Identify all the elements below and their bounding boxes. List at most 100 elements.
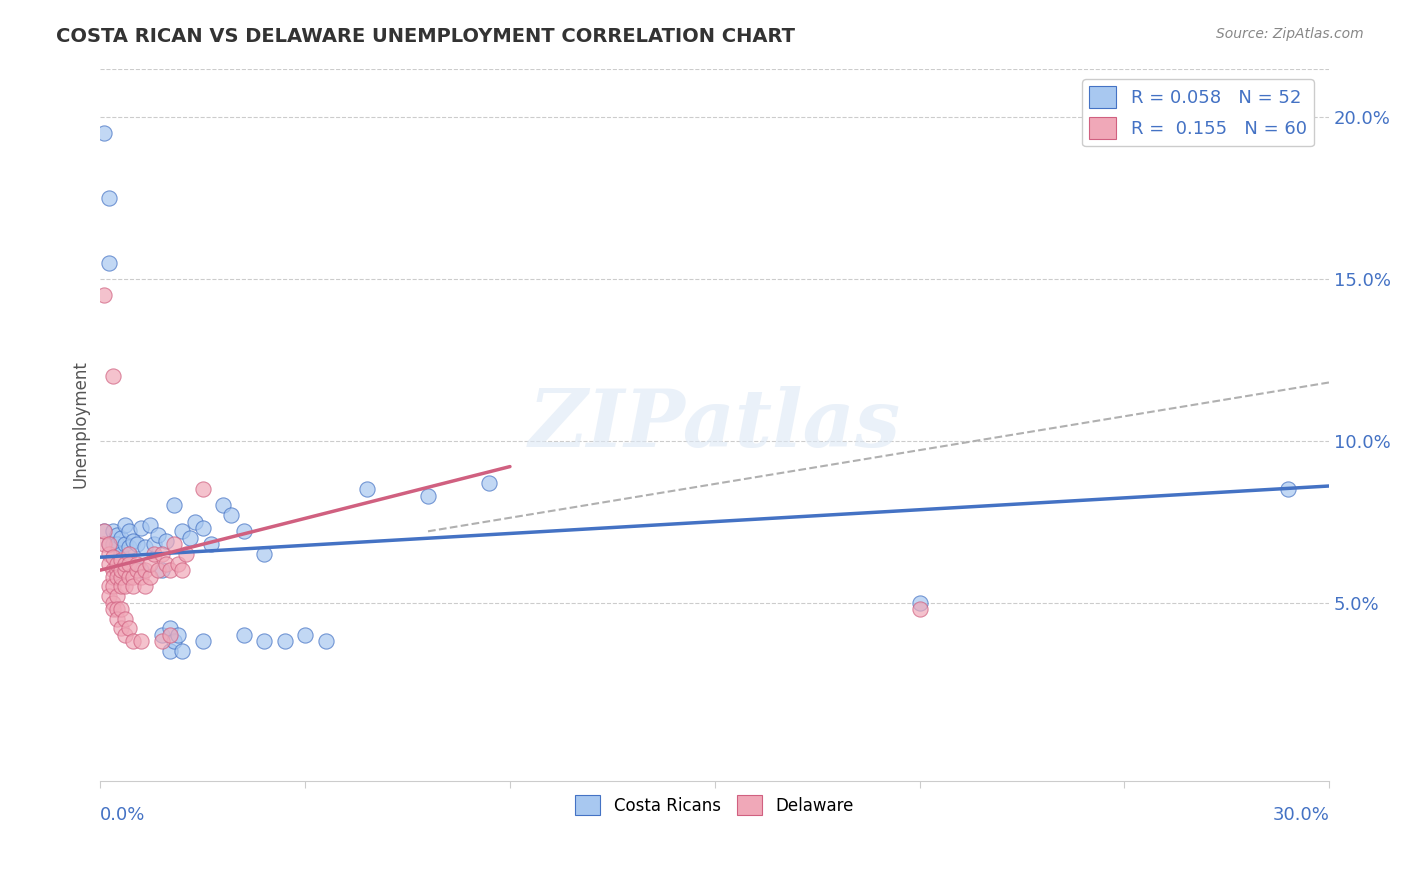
Point xyxy=(163,499,186,513)
Point xyxy=(131,634,153,648)
Point xyxy=(101,563,124,577)
Point xyxy=(101,579,124,593)
Point xyxy=(97,537,120,551)
Text: 30.0%: 30.0% xyxy=(1272,806,1329,824)
Point xyxy=(97,589,120,603)
Point xyxy=(315,634,337,648)
Point xyxy=(159,628,181,642)
Point xyxy=(118,547,141,561)
Point xyxy=(93,524,115,539)
Point xyxy=(294,628,316,642)
Point xyxy=(122,569,145,583)
Point xyxy=(163,634,186,648)
Point xyxy=(101,537,124,551)
Text: ZIPatlas: ZIPatlas xyxy=(529,385,901,463)
Point xyxy=(150,563,173,577)
Point xyxy=(114,537,136,551)
Point xyxy=(191,634,214,648)
Point xyxy=(110,569,132,583)
Point xyxy=(167,628,190,642)
Point xyxy=(122,634,145,648)
Point xyxy=(138,569,160,583)
Point xyxy=(118,621,141,635)
Point xyxy=(114,612,136,626)
Point xyxy=(127,537,149,551)
Point xyxy=(97,256,120,270)
Point xyxy=(101,524,124,539)
Point xyxy=(134,541,156,555)
Point xyxy=(110,563,132,577)
Y-axis label: Unemployment: Unemployment xyxy=(72,360,89,489)
Point xyxy=(93,288,115,302)
Point xyxy=(101,602,124,616)
Point xyxy=(150,634,173,648)
Point xyxy=(122,579,145,593)
Point xyxy=(163,537,186,551)
Point xyxy=(97,537,120,551)
Point xyxy=(110,547,132,561)
Point xyxy=(146,527,169,541)
Point xyxy=(97,547,120,561)
Point xyxy=(118,541,141,555)
Point xyxy=(142,537,165,551)
Point xyxy=(97,557,120,571)
Point xyxy=(105,563,128,577)
Point xyxy=(118,557,141,571)
Point xyxy=(200,537,222,551)
Point xyxy=(131,569,153,583)
Point xyxy=(105,557,128,571)
Point xyxy=(155,534,177,549)
Point xyxy=(191,521,214,535)
Point xyxy=(356,482,378,496)
Text: COSTA RICAN VS DELAWARE UNEMPLOYMENT CORRELATION CHART: COSTA RICAN VS DELAWARE UNEMPLOYMENT COR… xyxy=(56,27,796,45)
Point xyxy=(105,527,128,541)
Point xyxy=(155,557,177,571)
Point xyxy=(131,563,153,577)
Point xyxy=(93,524,115,539)
Point xyxy=(191,482,214,496)
Point xyxy=(159,563,181,577)
Point xyxy=(159,621,181,635)
Legend: Costa Ricans, Delaware: Costa Ricans, Delaware xyxy=(568,789,860,822)
Point xyxy=(114,517,136,532)
Point xyxy=(908,595,931,609)
Point xyxy=(172,563,194,577)
Point xyxy=(142,547,165,561)
Point xyxy=(172,644,194,658)
Point xyxy=(478,475,501,490)
Point xyxy=(176,547,198,561)
Point xyxy=(127,557,149,571)
Point xyxy=(150,628,173,642)
Point xyxy=(253,547,276,561)
Text: Source: ZipAtlas.com: Source: ZipAtlas.com xyxy=(1216,27,1364,41)
Point xyxy=(134,563,156,577)
Point xyxy=(122,534,145,549)
Point xyxy=(93,126,115,140)
Point xyxy=(179,531,201,545)
Point xyxy=(93,537,115,551)
Point xyxy=(212,499,235,513)
Point xyxy=(101,550,124,565)
Point xyxy=(127,563,149,577)
Point xyxy=(105,612,128,626)
Point xyxy=(110,602,132,616)
Point xyxy=(146,563,169,577)
Point xyxy=(118,569,141,583)
Point xyxy=(114,579,136,593)
Point xyxy=(232,524,254,539)
Point xyxy=(105,589,128,603)
Point xyxy=(167,557,190,571)
Point xyxy=(97,191,120,205)
Point xyxy=(97,579,120,593)
Point xyxy=(183,515,205,529)
Point xyxy=(118,524,141,539)
Point xyxy=(114,557,136,571)
Point xyxy=(110,579,132,593)
Point xyxy=(159,644,181,658)
Point xyxy=(172,524,194,539)
Point xyxy=(114,628,136,642)
Point xyxy=(110,531,132,545)
Point xyxy=(101,595,124,609)
Point xyxy=(416,489,439,503)
Point xyxy=(221,508,243,522)
